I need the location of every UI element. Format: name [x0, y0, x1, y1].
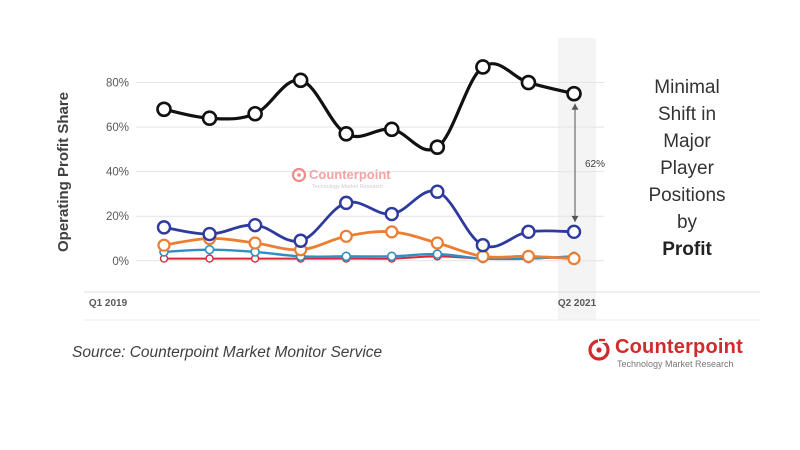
panel-line-2: Shift in [657, 104, 717, 125]
series-line-2 [163, 189, 575, 249]
series-3-point [521, 249, 536, 263]
y-tick-label: 0% [112, 256, 129, 268]
series-4-point [386, 251, 397, 262]
series-5-point [205, 254, 214, 263]
series-1-point [247, 105, 263, 122]
y-axis-title: Operating Profit Share [55, 92, 72, 252]
series-1-point [201, 110, 218, 127]
y-tick-label: 60% [106, 122, 129, 134]
series-1-point [520, 74, 537, 91]
watermark-name: Counterpoint [309, 167, 391, 182]
gap-arrow-head-down [571, 215, 579, 222]
series-3-point [385, 225, 399, 239]
series-2-point [384, 206, 399, 222]
brand-logo-block: Counterpoint Technology Market Research [585, 336, 755, 376]
series-3-point [430, 236, 444, 250]
series-1-point [429, 139, 446, 155]
watermark: Counterpoint Technology Market Research [291, 167, 391, 190]
series-1-point [383, 121, 400, 138]
brand-name: Counterpoint [615, 336, 743, 358]
panel-line-6: by [676, 212, 698, 233]
series-1-point [156, 101, 172, 118]
series-2-point [202, 226, 217, 242]
gap-arrow-head-up [571, 103, 579, 110]
series-3-point [476, 249, 490, 263]
panel-line-5: Positions [648, 185, 726, 206]
series-1-point [566, 85, 582, 102]
series-2-point [339, 195, 354, 211]
panel-line-3: Major [663, 131, 711, 152]
panel-line-7: Profit [622, 236, 752, 263]
series-2-point [156, 220, 172, 235]
series-4-point [432, 249, 443, 259]
y-tick-label: 80% [106, 78, 129, 90]
series-2-point [521, 224, 536, 240]
series-line-3 [163, 230, 575, 260]
series-3-point [567, 251, 581, 266]
highlight-band [558, 38, 596, 320]
series-1-point [475, 59, 491, 75]
panel-bold-word: Profit [662, 239, 712, 260]
x-end-label: Q2 2021 [558, 298, 597, 309]
series-4-point [341, 251, 352, 262]
series-2-point [247, 217, 263, 233]
line-chart: 0% 20% 40% 60% 80% Counterpoint Technology M… [55, 38, 760, 321]
series-3-point [339, 229, 353, 243]
series-line-4 [163, 248, 575, 261]
source-note: Source: Counterpoint Market Monitor Serv… [72, 344, 383, 361]
watermark-tagline: Technology Market Research [312, 184, 383, 190]
y-tick-label: 20% [106, 211, 129, 223]
brand-tagline: Technology Market Research [617, 359, 734, 369]
series-2-point [566, 224, 582, 240]
chart-area: 0% 20% 40% 60% 80% Counterpoint Technology M… [55, 38, 760, 321]
series-2-point [430, 184, 445, 199]
y-tick-label: 40% [106, 167, 129, 179]
gap-annotation-label: 62% [585, 159, 605, 170]
x-start-label: Q1 2019 [89, 298, 128, 309]
panel-line-4: Player [660, 158, 714, 179]
panel-line-1: Minimal [654, 77, 720, 98]
series-2-point [293, 233, 308, 248]
series-1-point [338, 126, 355, 142]
series-2-point [475, 238, 491, 253]
panel-title: Minimal Shift in Major Player Positions … [622, 74, 752, 263]
series-3-point [157, 238, 171, 252]
series-3-point [248, 236, 262, 250]
counterpoint-logo-icon [588, 338, 610, 361]
series-1-point [292, 72, 309, 89]
series-4-point [204, 244, 215, 255]
series-line-1 [163, 62, 575, 152]
